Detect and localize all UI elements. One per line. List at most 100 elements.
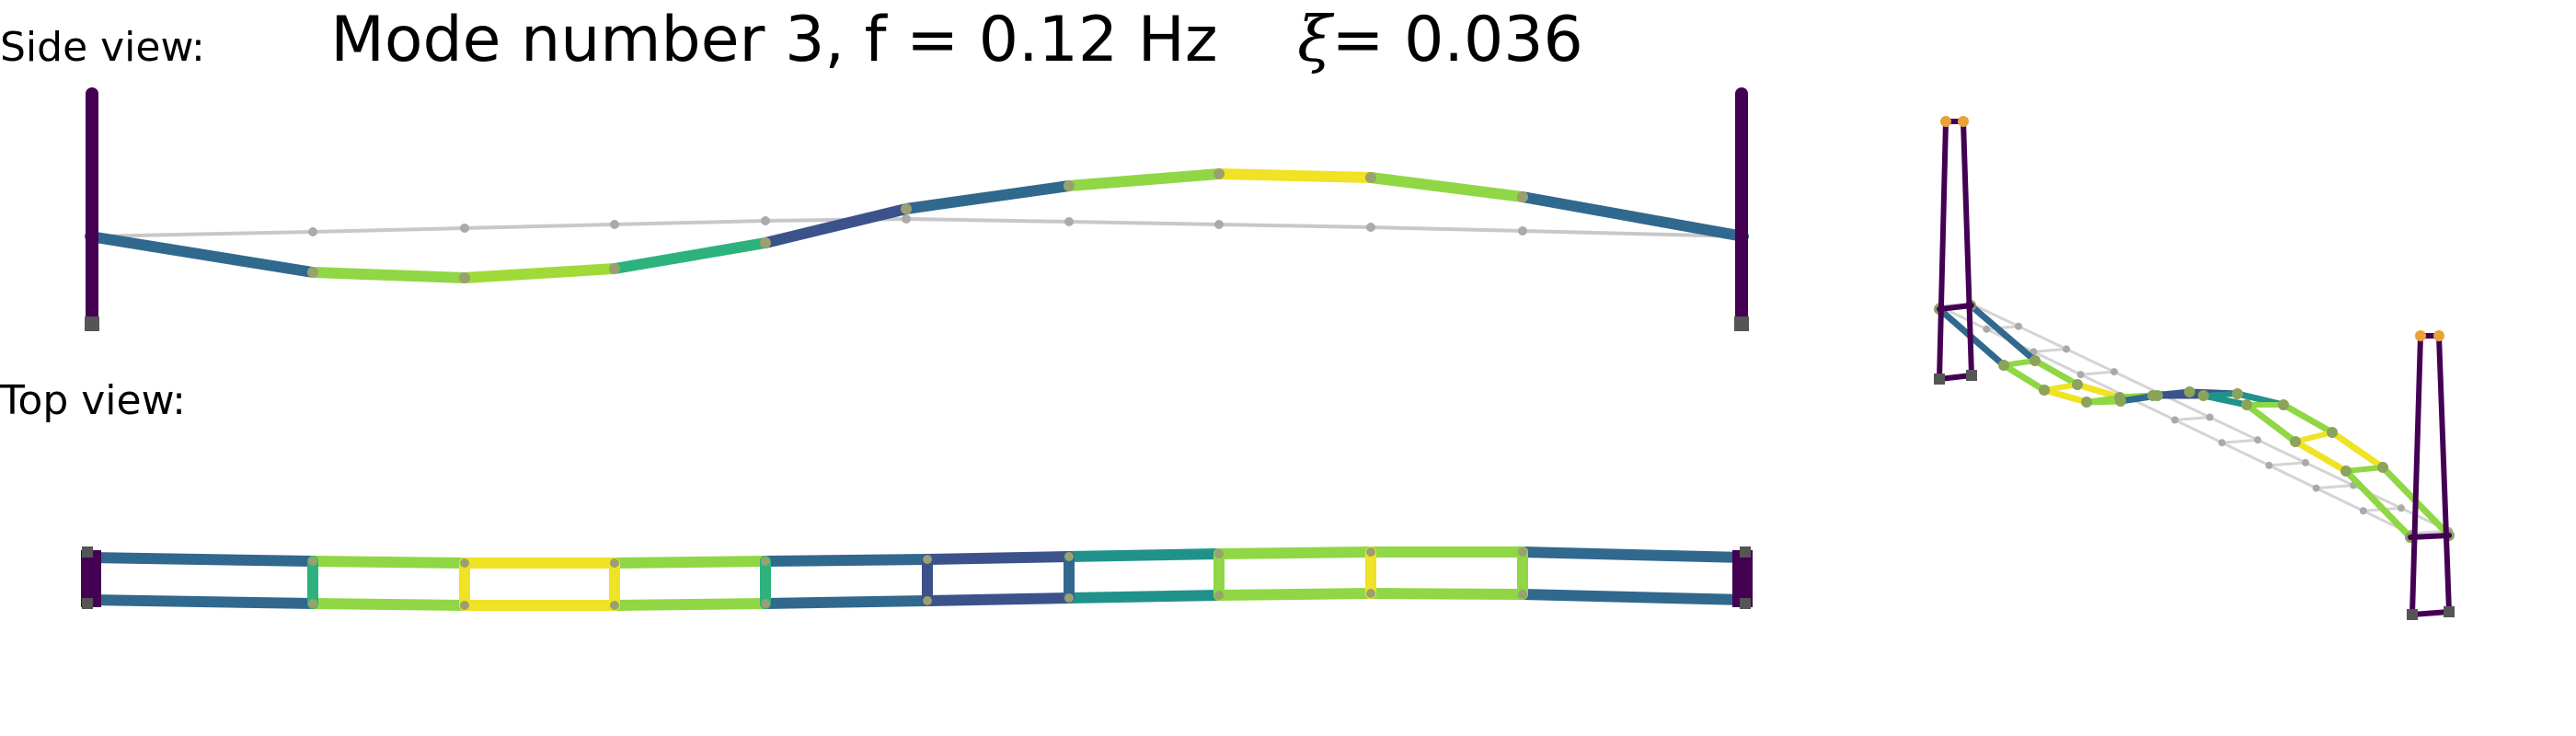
deformed-deck-edge	[2074, 381, 2123, 401]
deck-node	[923, 555, 932, 564]
deformed-node	[901, 203, 912, 214]
reference-girder-segment	[88, 230, 315, 238]
deformed-girder-segment	[85, 231, 318, 278]
reference-girder-segment	[904, 217, 1071, 224]
deck-node	[761, 557, 770, 566]
deformed-girder-segment	[1064, 168, 1225, 191]
reference-deck-rung	[2079, 370, 2116, 376]
deformed-node	[2198, 390, 2209, 401]
reference-node	[2063, 345, 2070, 353]
deformed-node	[2232, 388, 2243, 399]
deformed-deck-edge	[2342, 467, 2414, 541]
deformed-node	[2152, 390, 2163, 401]
bottom-chord-segment	[1064, 590, 1225, 604]
deformed-deck-rung	[2343, 465, 2386, 474]
support-marker	[82, 598, 93, 609]
deformed-deck-edge	[2041, 386, 2090, 406]
deck-node	[460, 558, 469, 568]
reference-girder-segment	[1521, 229, 1745, 238]
reference-node	[460, 224, 469, 233]
side-view-label: Side view:	[0, 24, 205, 71]
deformed-deck-edge	[2292, 438, 2350, 475]
reference-node	[2076, 371, 2085, 379]
reference-deck-edge	[2220, 441, 2271, 467]
reference-deck-edge	[2173, 419, 2224, 444]
left-tower-leg	[1961, 119, 1974, 378]
bottom-chord-segment	[922, 592, 1075, 606]
deformed-girder-segment	[459, 263, 620, 283]
deformed-girder-segment	[1365, 172, 1528, 202]
left-tower-beam	[1937, 303, 1974, 312]
reference-node	[2110, 368, 2118, 376]
top-chord-segment	[922, 551, 1075, 565]
top-view-label: Top view:	[0, 377, 186, 424]
top-chord-segment	[1517, 546, 1749, 563]
deformed-node	[2327, 427, 2338, 438]
deck-node	[1214, 591, 1224, 600]
reference-deck-rung	[2173, 416, 2212, 421]
deck-node	[1064, 593, 1074, 603]
deformed-deck-edge	[2329, 429, 2386, 471]
deformed-deck-edge	[1967, 302, 2039, 364]
deformed-deck-edge	[2031, 357, 2081, 388]
reference-node	[2218, 439, 2226, 447]
reference-node	[761, 216, 770, 225]
reference-deck-edge	[2031, 350, 2083, 376]
figure-title: Mode number 3, f = 0.12 Hz ξ= 0.036	[0, 4, 1914, 76]
reference-deck-edge	[2017, 325, 2068, 351]
deformed-girder-segment	[307, 267, 470, 283]
top-chord-segment	[1064, 548, 1225, 562]
deck-node	[308, 599, 317, 608]
support-marker	[82, 546, 93, 558]
deck-node	[1214, 549, 1224, 558]
reference-node	[2359, 507, 2367, 515]
support-marker	[1740, 598, 1751, 609]
deformed-node	[2115, 396, 2126, 407]
reference-deck-rung	[2031, 347, 2068, 353]
deformed-node	[2377, 462, 2388, 473]
bottom-chord-segment	[609, 598, 771, 611]
deformed-node	[1998, 360, 2009, 371]
bottom-chord-segment	[1213, 588, 1376, 601]
reference-node	[2312, 484, 2320, 492]
bottom-chord-segment	[85, 594, 318, 609]
deformed-node	[760, 237, 771, 248]
side-view	[85, 87, 1749, 331]
tower-support	[1966, 370, 1977, 381]
reference-node	[610, 220, 619, 229]
bottom-chord-segment	[1365, 588, 1528, 600]
reference-deck-edge	[2304, 461, 2355, 488]
deformed-node	[609, 263, 620, 274]
bottom-chord-segment	[307, 598, 470, 611]
reference-node	[2302, 458, 2309, 466]
reference-node	[308, 227, 317, 236]
right-tower-base	[2409, 609, 2452, 617]
top-chord-segment	[609, 556, 771, 569]
deformed-deck-rung	[2084, 395, 2122, 405]
deformed-node	[2340, 466, 2352, 477]
reference-node	[2015, 322, 2022, 330]
deformed-girder-segment	[760, 203, 912, 248]
deck-node	[1366, 589, 1375, 598]
top-chord-segment	[307, 556, 470, 569]
deck-node	[1518, 590, 1527, 599]
right-tower-plan	[1732, 550, 1753, 607]
reference-node	[1064, 217, 1074, 226]
deformed-deck-edge	[2243, 401, 2299, 445]
reference-deck-rung	[2315, 484, 2355, 490]
reference-node	[1366, 223, 1375, 232]
deformed-deck-edge	[2280, 401, 2336, 436]
deformed-node	[2081, 397, 2092, 408]
left-support	[85, 316, 99, 331]
deformed-node	[2278, 399, 2289, 410]
deformed-node	[1517, 191, 1528, 202]
reference-girder-segment	[613, 219, 767, 226]
xi-symbol: ξ	[1297, 4, 1332, 76]
isometric-view	[1934, 116, 2455, 620]
left-tower-plan	[81, 550, 101, 607]
deformed-deck-rung	[2041, 382, 2080, 393]
reference-deck-edge	[2315, 487, 2365, 512]
deformed-node	[2184, 386, 2195, 397]
title-prefix: Mode number 3, f = 0.12 Hz	[330, 4, 1218, 76]
deck-node	[1064, 552, 1074, 561]
